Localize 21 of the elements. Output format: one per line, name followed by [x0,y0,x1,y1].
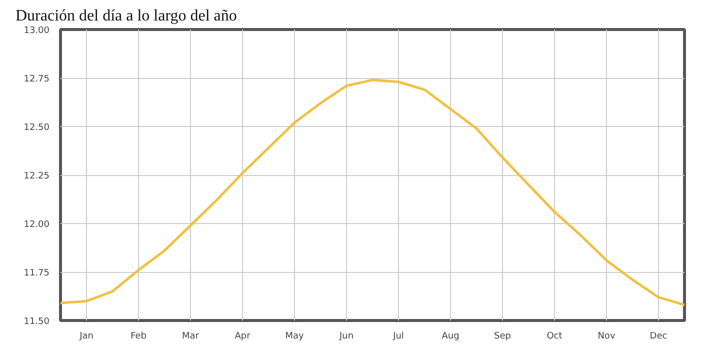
chart-title: Duración del día a lo largo del año [16,8,237,24]
y-tick-label: 12.00 [24,220,50,230]
x-tick-label: Jun [338,332,354,342]
y-tick-label: 12.50 [24,123,50,133]
x-tick-label: Aug [442,332,460,342]
y-tick-label: 11.75 [24,268,50,278]
y-tick-label: 11.50 [24,317,50,327]
x-tick-label: Nov [598,332,616,342]
x-tick-label: Feb [130,332,147,342]
x-tick-label: Apr [234,332,251,342]
x-tick-label: May [285,332,304,342]
y-tick-label: 13.00 [24,26,50,36]
x-tick-label: Oct [546,332,563,342]
x-tick-label: Jan [78,332,94,342]
x-tick-label: Sep [494,332,512,342]
y-tick-label: 12.75 [24,74,50,84]
x-tick-label: Dec [650,332,668,342]
x-tick-label: Mar [182,332,200,342]
line-series [60,78,684,306]
y-tick-label: 12.25 [24,172,50,182]
x-tick-label: Jul [392,332,404,342]
